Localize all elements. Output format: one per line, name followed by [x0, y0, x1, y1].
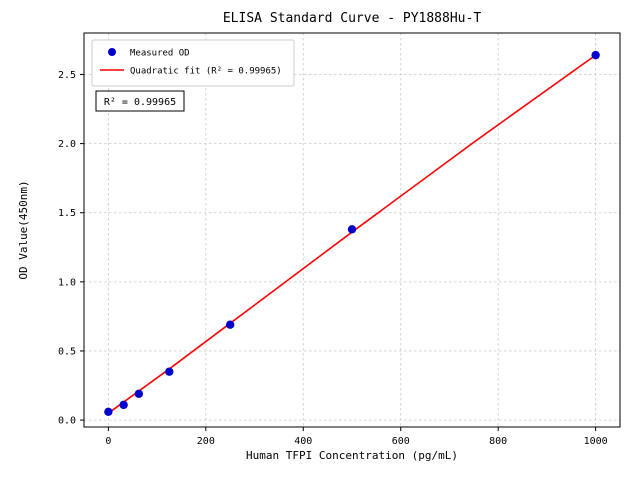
- x-tick-label: 800: [489, 436, 507, 447]
- y-tick-label: 1.5: [58, 208, 76, 219]
- data-point: [134, 389, 144, 399]
- data-point: [165, 367, 174, 376]
- x-tick-label: 0: [105, 436, 111, 447]
- plot-border: [83, 32, 621, 428]
- y-tick-label: 2.5: [58, 70, 76, 81]
- y-tick-label: 0.5: [58, 346, 76, 357]
- x-tick-label: 200: [197, 436, 215, 447]
- legend-marker-dot: [108, 48, 116, 56]
- data-point: [347, 225, 357, 234]
- y-tick-label: 2.0: [58, 139, 76, 150]
- r-squared-annotation: R² = 0.99965: [104, 97, 176, 108]
- legend-label: Measured OD: [130, 49, 190, 59]
- y-axis-label: OD Value(450nm): [17, 180, 30, 279]
- x-tick-label: 600: [392, 436, 410, 447]
- y-tick-label: 0.0: [58, 416, 76, 427]
- x-axis-label: Human TFPI Concentration (pg/mL): [246, 449, 458, 462]
- legend-label: Quadratic fit (R² = 0.99965): [130, 67, 282, 77]
- chart-title: ELISA Standard Curve - PY1888Hu-T: [223, 11, 481, 26]
- r-squared-annotation-box: [95, 90, 185, 112]
- data-point: [591, 50, 600, 60]
- fit-line: [107, 54, 597, 414]
- data-point: [225, 320, 235, 329]
- y-tick-label: 1.0: [58, 277, 76, 288]
- legend: Measured OD Quadratic fit (R² = 0.99965): [91, 39, 295, 87]
- x-tick-label: 400: [294, 436, 312, 447]
- data-point: [104, 407, 113, 416]
- legend-box: [91, 39, 295, 87]
- x-tick-label: 1000: [584, 436, 608, 447]
- data-point: [119, 400, 128, 410]
